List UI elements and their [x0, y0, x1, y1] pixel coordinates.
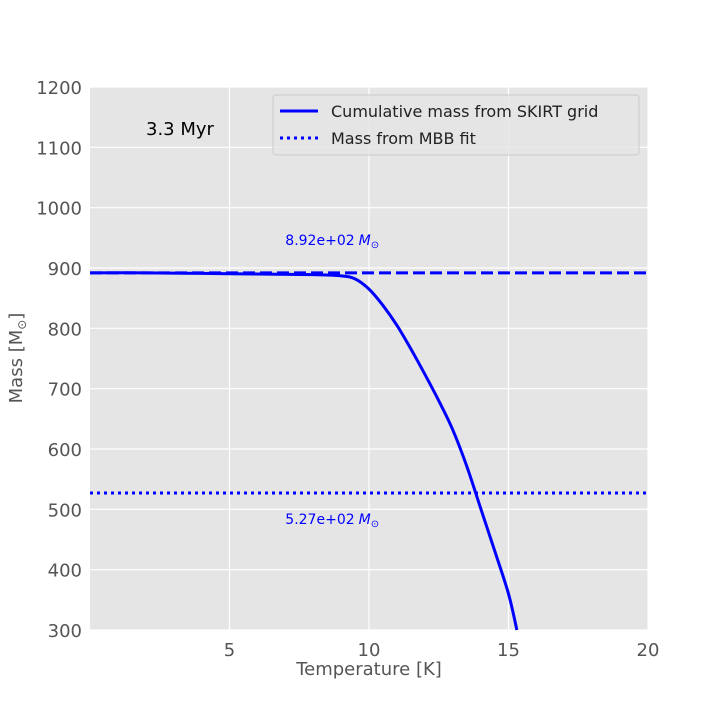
- grid-lines: [90, 86, 649, 631]
- reference-line-label: 5.27e+02 M⊙: [285, 512, 379, 530]
- reference-unit-sub: ⊙: [371, 240, 379, 251]
- y-tick-label: 1200: [36, 78, 82, 99]
- reference-unit: M: [359, 233, 371, 249]
- legend-box: [272, 94, 640, 156]
- y-tick-label: 400: [48, 561, 82, 582]
- x-axis-label: Temperature [K]: [295, 659, 442, 680]
- legend-label-skirt: Cumulative mass from SKIRT grid: [331, 102, 598, 121]
- y-axis-label-sub: ⊙: [15, 320, 29, 330]
- x-tick-label: 5: [224, 640, 235, 661]
- x-tick-label: 15: [497, 640, 520, 661]
- y-axis-label-main: Mass [M: [6, 330, 27, 404]
- legend: Cumulative mass from SKIRT grid Mass fro…: [272, 94, 640, 156]
- tick-labels: 5 10 15 20 300 400 500 600 700 800 900 1000 1100 1200: [36, 78, 659, 661]
- y-axis-label: Mass [M⊙]: [6, 313, 29, 404]
- reference-value: 5.27e+02: [285, 512, 354, 528]
- annotation-age: 3.3 Myr: [146, 119, 215, 140]
- y-tick-label: 700: [48, 380, 82, 401]
- y-tick-label: 500: [48, 500, 82, 521]
- legend-label-mbb: Mass from MBB fit: [331, 129, 476, 148]
- y-tick-label: 300: [48, 621, 82, 642]
- reference-line-label: 8.92e+02 M⊙: [285, 233, 379, 251]
- y-axis-label-close: ]: [6, 313, 27, 320]
- x-tick-label: 20: [637, 640, 660, 661]
- y-tick-label: 900: [48, 259, 82, 280]
- reference-unit: M: [359, 512, 371, 528]
- series-line-skirt: [89, 271, 519, 631]
- y-tick-label: 1000: [36, 199, 82, 220]
- y-tick-label: 600: [48, 440, 82, 461]
- y-tick-label: 1100: [36, 138, 82, 159]
- y-tick-label: 800: [48, 319, 82, 340]
- x-tick-label: 10: [358, 640, 381, 661]
- reference-unit-sub: ⊙: [371, 519, 379, 530]
- reference-value: 8.92e+02: [285, 233, 354, 249]
- data-series: [89, 271, 648, 631]
